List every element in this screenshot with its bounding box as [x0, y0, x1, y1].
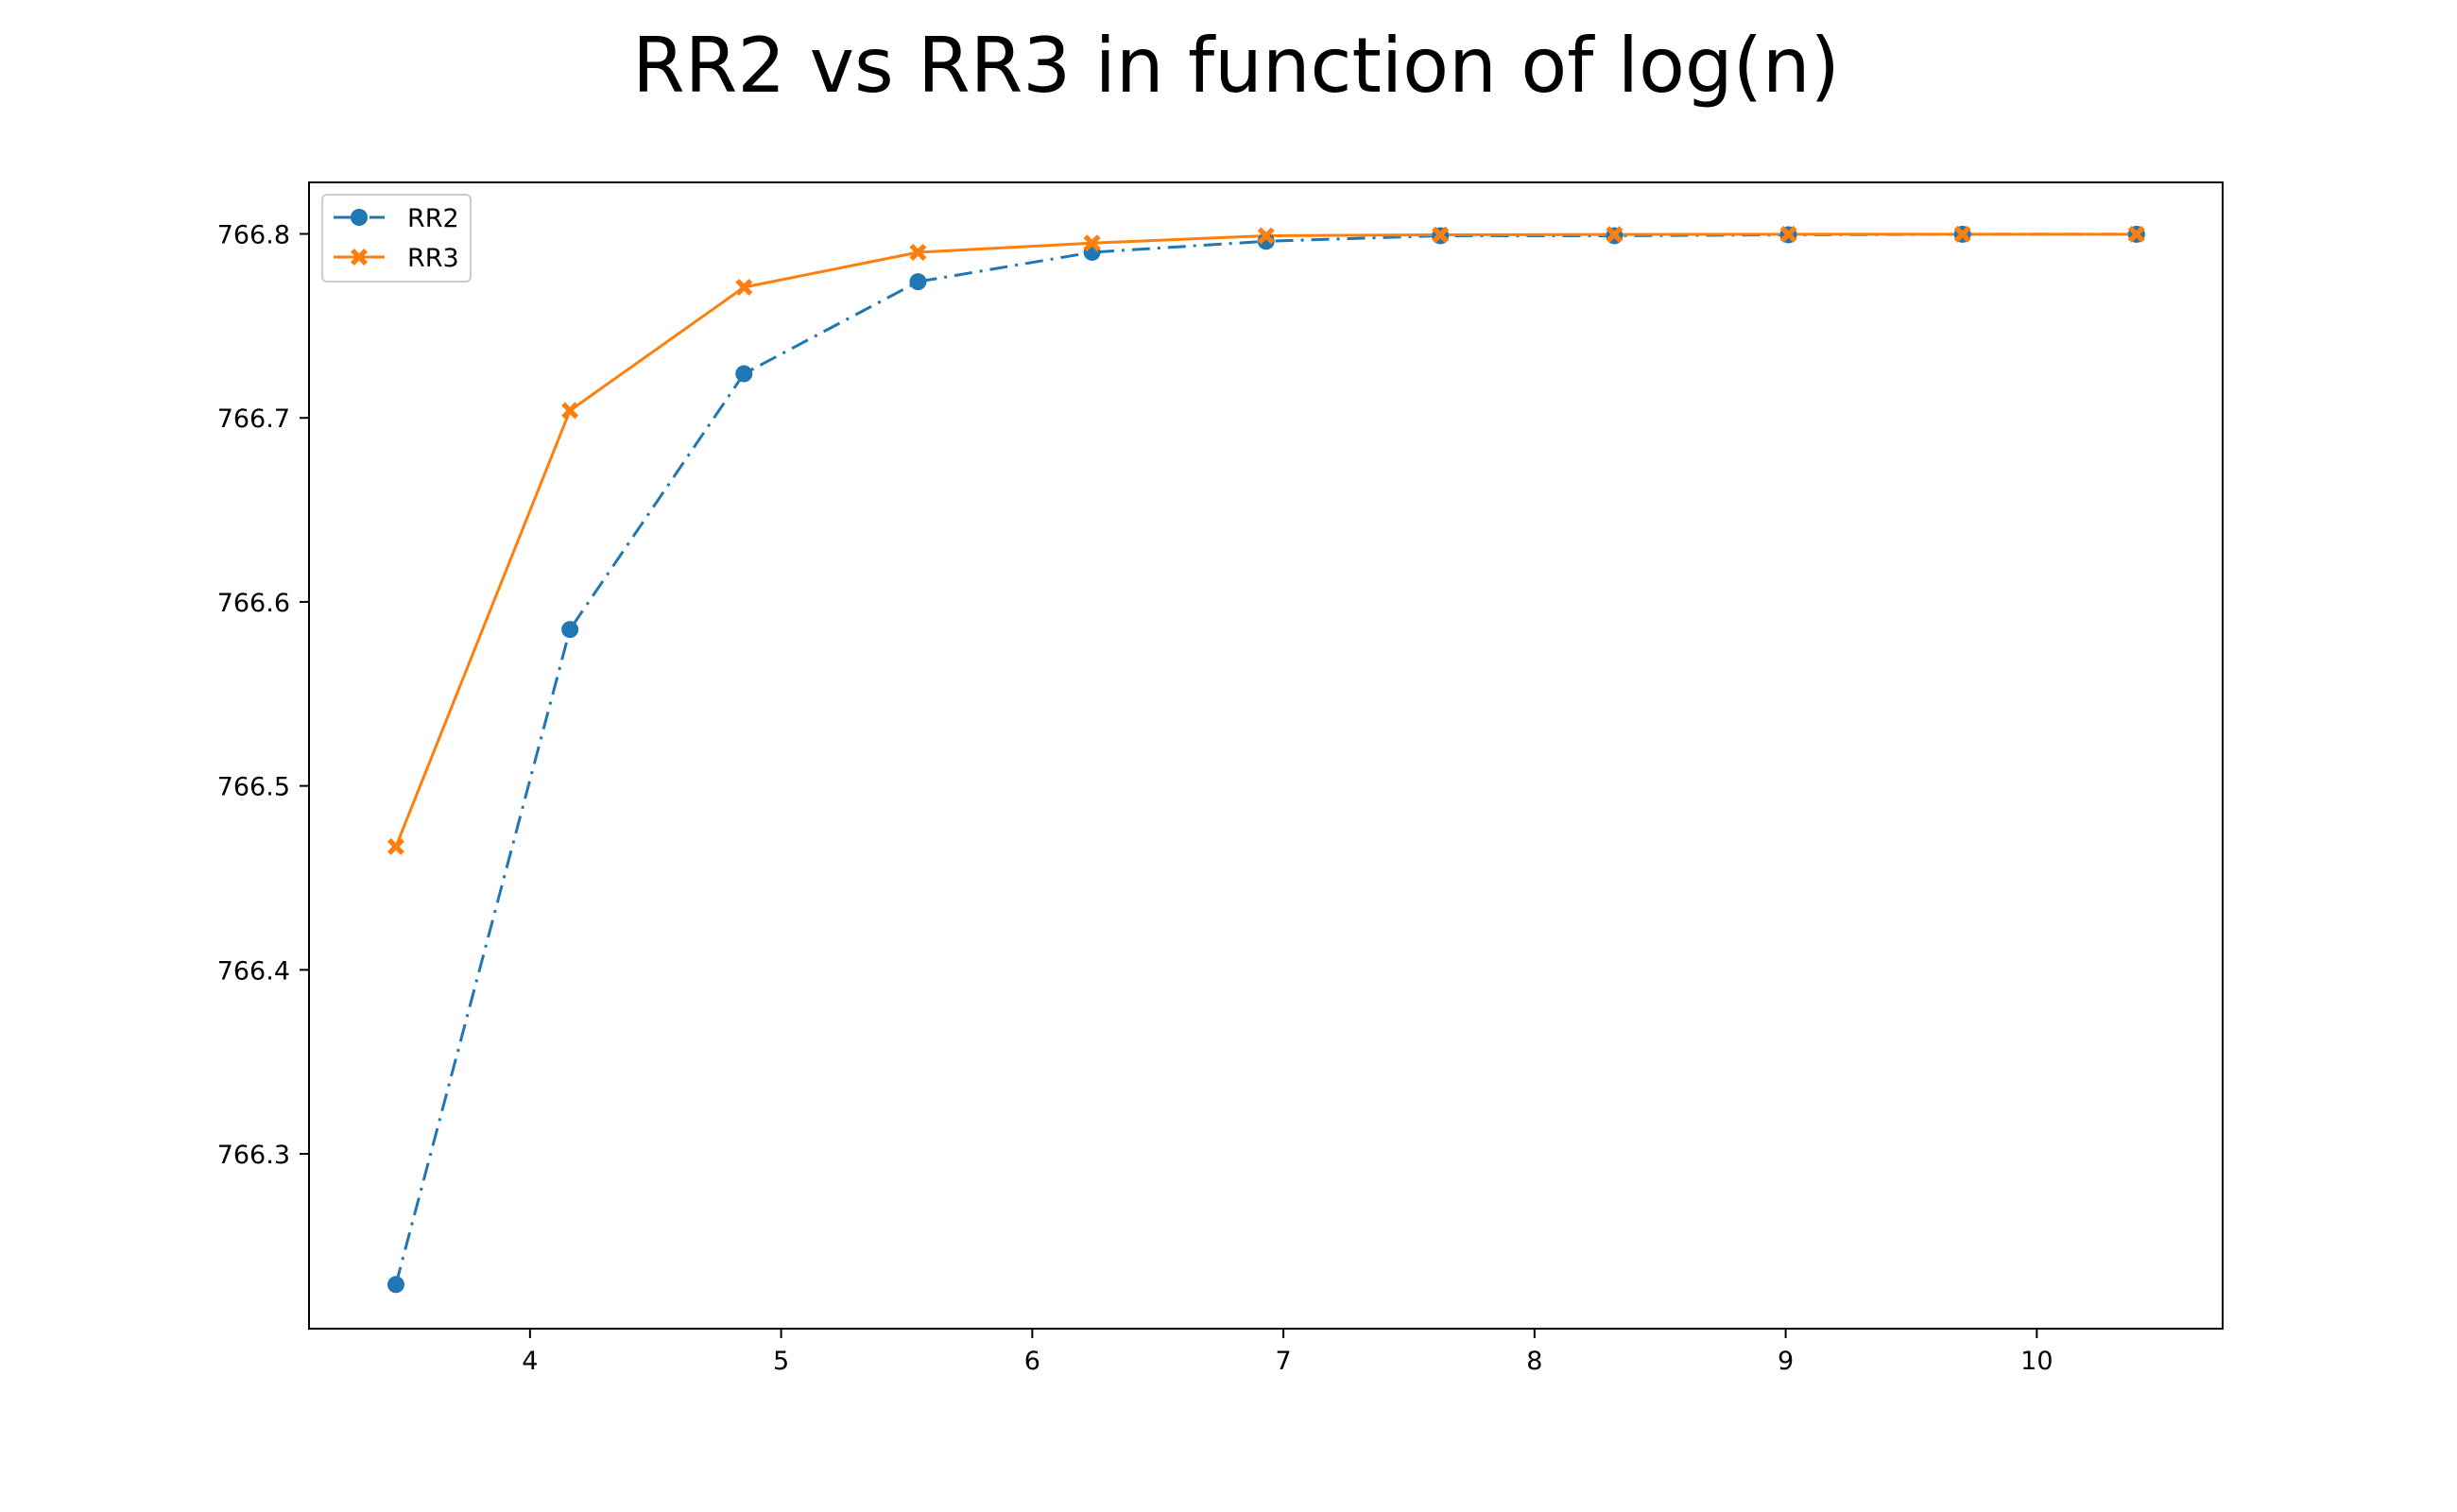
- x-tick-label: 8: [1526, 1347, 1542, 1376]
- x-axis: 4 5 6 7 8 9 10: [522, 1329, 2053, 1376]
- legend-label-rr2: RR2: [407, 204, 459, 233]
- point-rr2: [909, 273, 927, 291]
- x-tick-label: 10: [2020, 1347, 2053, 1376]
- point-rr3: [735, 278, 753, 296]
- point-rr3: [1083, 234, 1101, 252]
- y-tick-label: 766.3: [217, 1141, 290, 1170]
- y-tick-label: 766.7: [217, 404, 290, 434]
- y-tick-label: 766.8: [217, 221, 290, 250]
- point-rr3: [1257, 227, 1275, 245]
- point-rr3: [1432, 226, 1450, 244]
- y-tick-label: 766.4: [217, 956, 290, 986]
- x-tick-label: 6: [1024, 1347, 1040, 1376]
- point-rr2: [387, 1276, 404, 1294]
- point-rr3: [387, 837, 404, 855]
- point-rr3: [1606, 226, 1624, 244]
- x-tick-label: 5: [773, 1347, 789, 1376]
- point-rr3: [561, 402, 579, 420]
- y-tick-label: 766.6: [217, 589, 290, 618]
- y-axis: 766.3 766.4 766.5 766.6 766.7 766.8: [217, 221, 309, 1170]
- legend-label-rr3: RR3: [407, 244, 459, 273]
- y-tick-label: 766.5: [217, 773, 290, 802]
- legend-marker-rr2: [351, 209, 368, 226]
- x-tick-label: 9: [1778, 1347, 1794, 1376]
- point-rr3: [1779, 225, 1797, 243]
- series-layer: [387, 225, 2145, 1294]
- point-rr2: [735, 365, 753, 383]
- point-rr3: [1953, 225, 1971, 243]
- legend: RR2 RR3: [321, 194, 472, 283]
- point-rr3: [909, 243, 927, 261]
- point-rr3: [2127, 225, 2145, 243]
- x-tick-label: 4: [522, 1347, 538, 1376]
- plot-area: [308, 181, 2224, 1330]
- x-tick-label: 7: [1276, 1347, 1292, 1376]
- legend-marker-rr3: [351, 249, 368, 266]
- point-rr2: [561, 621, 579, 639]
- chart-title: RR2 vs RR3 in function of log(n): [632, 22, 1840, 110]
